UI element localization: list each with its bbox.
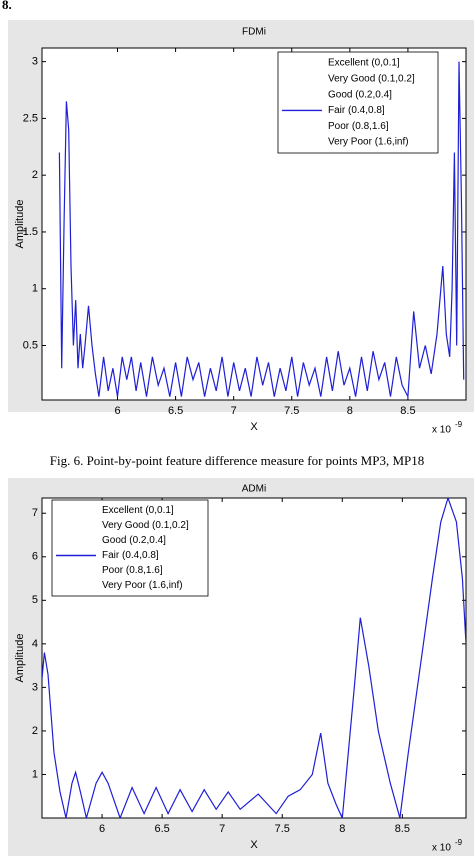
x-axis-label: X — [250, 839, 258, 851]
x-tick-label: 8.5 — [395, 823, 410, 835]
legend-label: Poor (0.8,1.6] — [328, 121, 389, 132]
x-tick-label: 8 — [339, 823, 345, 835]
x-tick-label: 7.5 — [284, 405, 299, 417]
caption: Fig. 6. Point-by-point feature differenc… — [50, 453, 425, 468]
x-multiplier-exponent: -9 — [455, 838, 463, 847]
y-axis-label: Amplitude — [14, 634, 26, 683]
legend-box — [277, 51, 439, 154]
x-multiplier: x 10 — [432, 843, 451, 854]
legend-label: Fair (0.4,0.8] — [102, 550, 159, 561]
chart-title: ADMi — [242, 484, 266, 495]
x-multiplier: x 10 — [432, 425, 451, 436]
legend-label: Excellent (0,0.1] — [102, 505, 174, 516]
y-tick-label: 2 — [32, 169, 38, 181]
legend-label: Very Good (0.1,0.2] — [102, 520, 189, 531]
x-tick-label: 6.5 — [168, 405, 183, 417]
y-tick-label: 7 — [32, 507, 38, 519]
y-tick-label: 5 — [32, 594, 38, 606]
legend-label: Fair (0.4,0.8] — [328, 105, 385, 116]
legend-label: Very Poor (1.6,inf) — [328, 137, 409, 148]
x-tick-label: 7 — [219, 823, 225, 835]
fragment: 8. — [2, 0, 12, 12]
legend-label: Good (0.2,0.4] — [328, 89, 392, 100]
legend-label: Very Poor (1.6,inf) — [102, 580, 183, 591]
chart: ADMi 6 6.5 7 7.5 8 8.5 1 2 3 4 5 6 7 X Amplitude x 10 -9 E… — [8, 478, 474, 856]
y-axis-label: Amplitude — [14, 200, 26, 249]
legend-box — [51, 499, 209, 597]
x-tick-label: 7.5 — [275, 823, 290, 835]
x-tick-label: 6.5 — [154, 823, 169, 835]
y-tick-label: 1.5 — [23, 226, 38, 238]
x-tick-label: 8 — [347, 405, 353, 417]
y-tick-label: 4 — [32, 638, 38, 650]
legend-label: Very Good (0.1,0.2] — [328, 73, 415, 84]
legend-label: Excellent (0,0.1] — [328, 58, 400, 69]
x-tick-label: 6 — [114, 405, 120, 417]
x-axis-label: X — [250, 421, 258, 433]
y-tick-label: 2 — [32, 725, 38, 737]
y-tick-label: 0.5 — [23, 339, 38, 351]
x-tick-label: 6 — [99, 823, 105, 835]
data-line — [58, 61, 465, 399]
y-tick-label: 1 — [32, 768, 38, 780]
data-line — [42, 498, 466, 818]
x-tick-label: 8.5 — [400, 405, 415, 417]
x-tick-label: 7 — [231, 405, 237, 417]
legend-label: Poor (0.8,1.6] — [102, 565, 163, 576]
chart: FDMi 6 6.5 7 7.5 8 8.5 0.5 1 1.5 2 2.5 3 X Amplitude x … — [8, 20, 474, 436]
legend-label: Good (0.2,0.4] — [102, 535, 166, 546]
y-tick-label: 3 — [32, 681, 38, 693]
chart-title: FDMi — [242, 27, 266, 38]
y-tick-label: 6 — [32, 551, 38, 563]
x-multiplier-exponent: -9 — [455, 420, 463, 429]
y-tick-label: 3 — [32, 56, 38, 68]
y-tick-label: 2.5 — [23, 112, 38, 124]
y-tick-label: 1 — [32, 283, 38, 295]
